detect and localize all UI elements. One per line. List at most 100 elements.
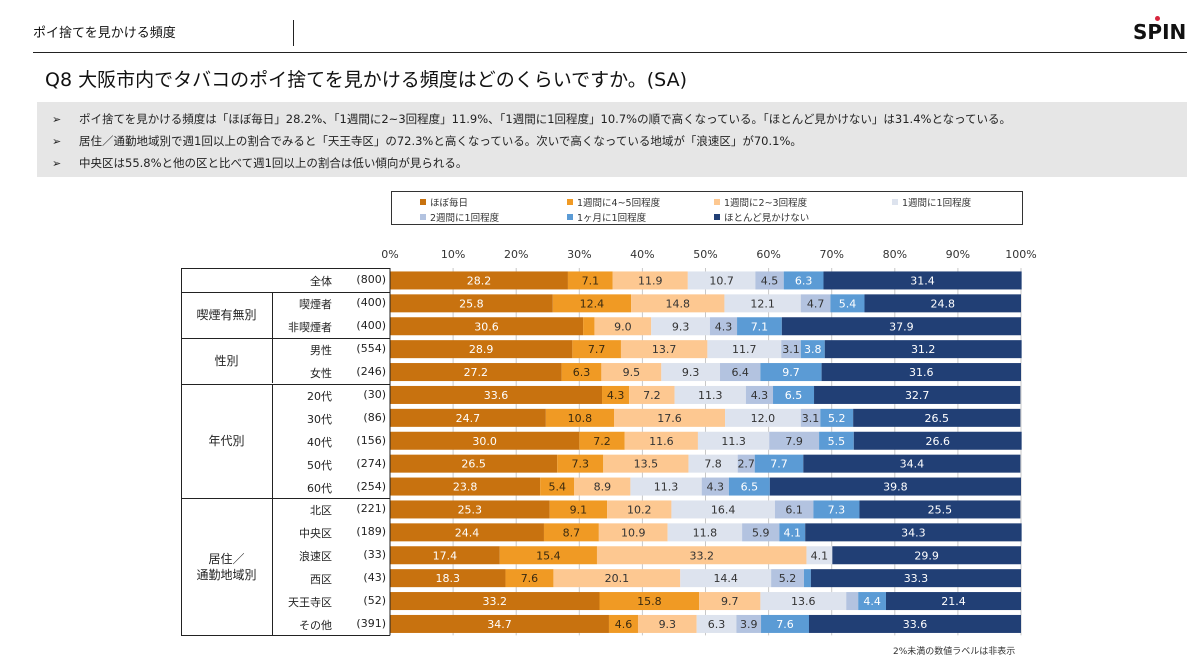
data-label: 9.3: [659, 618, 677, 631]
bar-segment: [832, 546, 1021, 565]
row-sample-size: (189): [356, 525, 386, 539]
data-label: 21.4: [941, 595, 966, 608]
bar-segment: [624, 431, 698, 450]
group-label: 喫煙有無別: [181, 307, 272, 323]
data-label: 33.2: [689, 549, 714, 562]
data-label: 2.7: [737, 458, 755, 471]
bar-segment: [769, 431, 820, 450]
data-label: 20.1: [605, 572, 630, 585]
legend-label: 1週間に1回程度: [902, 198, 972, 209]
data-label: 4.3: [751, 389, 769, 402]
bar-segment: [853, 408, 1021, 427]
data-label: 28.2: [467, 274, 492, 287]
bar-segment: [814, 385, 1021, 404]
row-sample-size: (391): [356, 616, 386, 630]
data-label: 5.2: [828, 412, 846, 425]
data-label: 29.9: [914, 549, 939, 562]
bar-segment: [545, 408, 615, 427]
group-column-divider: [272, 383, 273, 498]
bar-segment: [846, 592, 859, 611]
bar-segment: [499, 546, 597, 565]
data-label: 17.4: [433, 549, 458, 562]
data-label: 5.2: [779, 572, 797, 585]
data-label: 6.3: [708, 618, 726, 631]
bar-segment: [736, 614, 762, 633]
bar-segment: [760, 363, 822, 382]
x-tick-label: 60%: [756, 248, 781, 261]
legend-swatch: [714, 214, 720, 220]
bar-segment: [651, 317, 710, 336]
data-label: 12.1: [750, 297, 775, 310]
legend-swatch: [567, 199, 573, 205]
row-label: 北区: [310, 504, 332, 518]
bar-segment: [390, 385, 603, 404]
bar-segment: [390, 294, 553, 313]
row-label: 全体: [310, 275, 332, 289]
legend-swatch: [567, 214, 573, 220]
x-tick-label: 10%: [440, 248, 466, 261]
group-divider: [181, 383, 390, 385]
row-label: 30代: [307, 412, 332, 426]
summary-text: ポイ捨てを見かける頻度は「ほぼ毎日」28.2%、「1週間に2~3回程度」11.9…: [79, 112, 1012, 126]
data-label: 25.8: [459, 297, 484, 310]
data-label: 7.1: [751, 320, 769, 333]
data-label: 8.9: [594, 481, 612, 494]
bar-segment: [728, 477, 770, 496]
bar-segment: [601, 363, 662, 382]
bar-segment: [390, 569, 506, 588]
bar-segment: [552, 294, 632, 313]
group-divider: [181, 498, 390, 499]
bar-segment: [858, 592, 886, 611]
data-label: 14.4: [713, 572, 738, 585]
legend-label: ほぼ毎日: [430, 198, 469, 209]
bar-segment: [737, 454, 755, 473]
data-label: 3.8: [804, 343, 822, 356]
bar-segment: [687, 271, 756, 290]
table-bottom-border: [181, 635, 390, 637]
bar-segment: [720, 363, 761, 382]
legend-swatch: [420, 199, 426, 205]
bar-segment: [820, 408, 854, 427]
bar-segment: [808, 614, 1021, 633]
row-label: 40代: [307, 435, 332, 449]
bar-segment: [553, 569, 681, 588]
bar-segment: [779, 523, 806, 542]
row-label: 西区: [310, 573, 332, 587]
data-label: 10.8: [568, 412, 593, 425]
bar-segment: [598, 523, 668, 542]
bar-segment: [543, 523, 599, 542]
bar-segment: [806, 546, 833, 565]
row-label: 喫煙者: [299, 298, 332, 312]
data-label: 11.3: [654, 481, 679, 494]
row-label: 中央区: [299, 527, 332, 541]
bar-segment: [864, 294, 1021, 313]
arrow-bullet-icon: ➢: [52, 157, 62, 170]
data-label: 11.3: [698, 389, 723, 402]
group-label-line: 性別: [214, 353, 239, 368]
bar-segment: [800, 408, 821, 427]
bar-segment: [549, 500, 608, 519]
bar-segment: [599, 592, 700, 611]
bar-segment: [390, 500, 550, 519]
bar-segment: [390, 363, 562, 382]
bar-segment: [823, 271, 1022, 290]
bar-segment: [737, 317, 782, 336]
header-separator: [293, 20, 294, 46]
row-label: 浪速区: [299, 550, 332, 564]
bar-segment: [390, 546, 500, 565]
bar-segment: [629, 385, 675, 404]
bar-segment: [810, 569, 1021, 588]
legend-item: 2週間に1回程度: [420, 210, 499, 224]
data-label: 37.9: [889, 320, 914, 333]
row-sample-size: (43): [363, 571, 386, 585]
data-label: 13.6: [791, 595, 816, 608]
bar-segment: [783, 271, 824, 290]
arrow-bullet-icon: ➢: [52, 113, 62, 126]
group-column-divider: [272, 291, 273, 338]
data-label: 3.1: [782, 343, 800, 356]
bar-segment: [781, 317, 1021, 336]
bar-segment: [607, 500, 672, 519]
bar-segment: [771, 569, 804, 588]
row-sample-size: (400): [356, 319, 386, 333]
